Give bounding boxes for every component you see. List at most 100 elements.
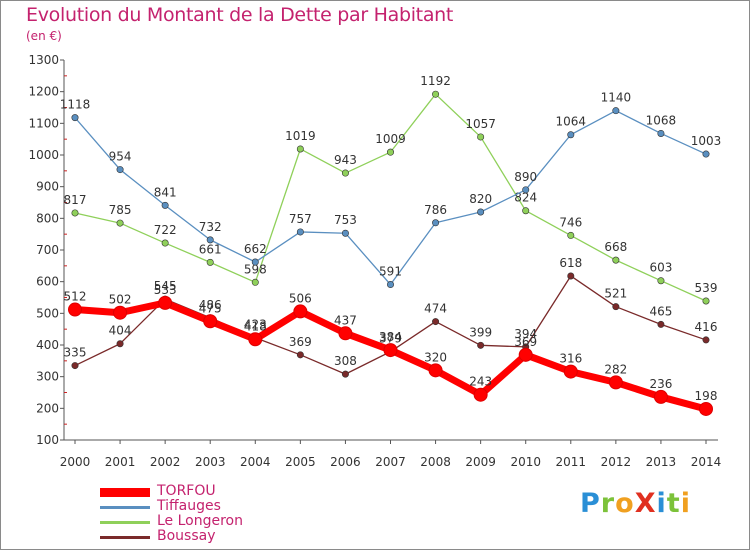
data-label-boussay: 308 <box>334 354 357 368</box>
x-tick-label: 2011 <box>556 455 587 469</box>
data-label-torfou: 502 <box>109 293 132 307</box>
logo-letter: t <box>666 488 681 519</box>
data-label-le-longeron: 539 <box>695 281 718 295</box>
legend-label: Le Longeron <box>157 513 243 529</box>
data-label-le-longeron: 817 <box>64 193 87 207</box>
data-point-le-longeron <box>341 169 349 177</box>
data-label-boussay: 335 <box>64 346 87 360</box>
data-point-tiffauges <box>296 228 304 236</box>
data-label-le-longeron: 668 <box>604 240 627 254</box>
data-point-torfou <box>338 326 353 341</box>
data-label-torfou: 384 <box>379 330 402 344</box>
data-point-le-longeron <box>296 145 304 153</box>
data-point-le-longeron <box>657 277 665 285</box>
data-label-torfou: 437 <box>334 313 357 327</box>
x-tick-label: 2000 <box>60 455 91 469</box>
x-tick-label: 2004 <box>240 455 271 469</box>
data-label-tiffauges: 1003 <box>691 134 722 148</box>
data-point-tiffauges <box>206 236 214 244</box>
data-point-torfou <box>113 305 128 320</box>
data-point-torfou <box>518 347 533 362</box>
data-label-torfou: 320 <box>424 350 447 364</box>
y-tick-label: 1100 <box>28 116 59 130</box>
data-label-torfou: 282 <box>604 362 627 376</box>
data-point-tiffauges <box>522 186 530 194</box>
legend-item-boussay: Boussay <box>100 529 300 544</box>
legend-swatch <box>100 521 150 524</box>
data-label-boussay: 486 <box>199 298 222 312</box>
data-point-tiffauges <box>341 229 349 237</box>
data-label-le-longeron: 943 <box>334 153 357 167</box>
logo-letter: r <box>600 488 616 519</box>
data-label-tiffauges: 786 <box>424 203 447 217</box>
data-point-le-longeron <box>116 219 124 227</box>
legend-swatch <box>100 536 150 539</box>
x-tick-label: 2012 <box>601 455 632 469</box>
data-label-boussay: 521 <box>604 287 627 301</box>
data-label-boussay: 618 <box>559 256 582 270</box>
data-label-torfou: 506 <box>289 291 312 305</box>
x-tick-label: 2007 <box>375 455 406 469</box>
data-point-torfou <box>293 304 308 319</box>
data-label-le-longeron: 603 <box>649 261 672 275</box>
data-label-torfou: 369 <box>514 335 537 349</box>
data-label-tiffauges: 1064 <box>556 115 587 129</box>
data-label-torfou: 198 <box>695 389 718 403</box>
x-tick-label: 2001 <box>105 455 136 469</box>
chart-legend: TORFOU Tiffauges Le Longeron Boussay <box>100 484 300 544</box>
data-point-torfou <box>563 364 578 379</box>
data-point-boussay <box>71 362 79 370</box>
data-label-tiffauges: 1140 <box>601 91 632 105</box>
logo-letter: o <box>615 488 635 519</box>
data-label-boussay: 394 <box>514 327 537 341</box>
data-point-le-longeron <box>612 256 620 264</box>
data-point-tiffauges <box>432 219 440 227</box>
logo-letter: X <box>634 488 657 519</box>
data-label-le-longeron: 1009 <box>375 132 406 146</box>
data-point-torfou <box>653 389 668 404</box>
y-tick-label: 200 <box>36 401 59 415</box>
data-label-boussay: 423 <box>244 318 267 332</box>
x-tick-label: 2013 <box>646 455 677 469</box>
data-label-torfou: 243 <box>469 375 492 389</box>
data-label-boussay: 416 <box>695 320 718 334</box>
x-tick-label: 2002 <box>150 455 181 469</box>
data-point-torfou <box>428 363 443 378</box>
data-point-le-longeron <box>702 297 710 305</box>
data-point-boussay <box>341 370 349 378</box>
data-point-torfou <box>699 401 713 416</box>
y-tick-label: 800 <box>36 211 59 225</box>
data-point-tiffauges <box>657 129 665 137</box>
data-label-tiffauges: 841 <box>154 185 177 199</box>
y-tick-label: 100 <box>36 433 59 447</box>
data-point-boussay <box>296 351 304 359</box>
data-point-le-longeron <box>432 90 440 98</box>
data-point-le-longeron <box>161 239 169 247</box>
data-point-le-longeron <box>522 207 530 215</box>
data-label-torfou: 316 <box>559 352 582 366</box>
y-tick-label: 900 <box>36 180 59 194</box>
legend-swatch <box>100 506 150 509</box>
y-tick-label: 1300 <box>28 53 59 67</box>
data-point-le-longeron <box>386 148 394 156</box>
data-label-le-longeron: 661 <box>199 242 222 256</box>
x-tick-label: 2014 <box>691 455 722 469</box>
legend-label: Tiffauges <box>157 498 221 514</box>
data-label-boussay: 404 <box>109 324 132 338</box>
x-tick-label: 2006 <box>330 455 361 469</box>
x-tick-label: 2003 <box>195 455 226 469</box>
data-label-le-longeron: 1057 <box>465 117 496 131</box>
data-point-tiffauges <box>251 258 259 266</box>
data-label-tiffauges: 820 <box>469 192 492 206</box>
data-label-le-longeron: 1192 <box>420 74 451 88</box>
logo-letter: i <box>680 488 691 519</box>
data-point-boussay <box>567 272 575 280</box>
legend-label: TORFOU <box>157 483 216 499</box>
data-label-torfou: 512 <box>64 290 87 304</box>
y-tick-label: 300 <box>36 370 59 384</box>
data-point-torfou <box>383 343 398 358</box>
data-label-boussay: 369 <box>289 335 312 349</box>
data-point-boussay <box>612 303 620 311</box>
data-point-le-longeron <box>477 133 485 141</box>
